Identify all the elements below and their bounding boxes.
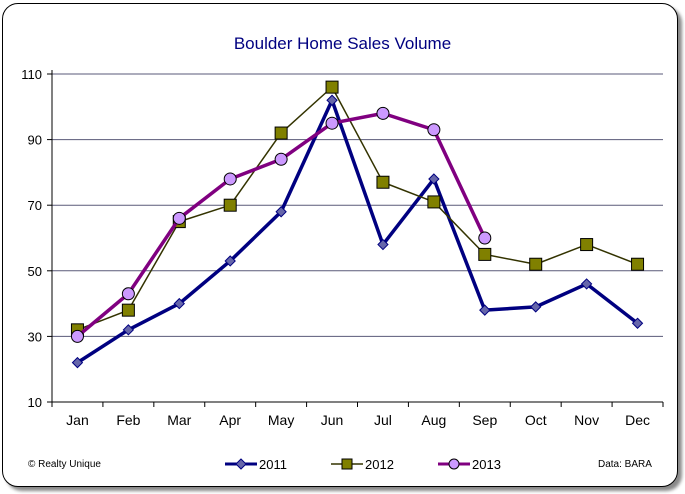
legend-label-2012: 2012 <box>365 456 394 472</box>
data-point-2012 <box>427 195 441 209</box>
data-point-2012 <box>631 257 645 271</box>
legend-label-2011: 2011 <box>259 456 287 472</box>
x-tick-label: May <box>268 412 294 428</box>
legend-item-2013: 2013 <box>438 455 501 473</box>
data-point-2013 <box>376 106 390 120</box>
data-point-2013 <box>121 287 135 301</box>
chart-title: Boulder Home Sales Volume <box>233 34 452 53</box>
data-point-2011 <box>122 324 135 336</box>
x-tick-label: Jul <box>374 412 392 428</box>
x-tick-label: Dec <box>625 412 650 428</box>
legend-item-2012: 2012 <box>331 455 394 473</box>
legend-item-2011: 2011 <box>225 455 287 473</box>
data-point-2011 <box>377 238 389 251</box>
data-point-2012 <box>376 175 390 189</box>
data-point-2012 <box>478 247 492 261</box>
y-tick-label: 90 <box>28 133 42 148</box>
data-point-2013 <box>478 231 492 245</box>
series-layer <box>70 80 645 369</box>
data-point-2013 <box>325 116 339 130</box>
y-tick-label: 10 <box>28 395 42 410</box>
data-point-2013 <box>172 211 186 225</box>
x-tick-label: Sep <box>472 412 497 428</box>
data-point-2011 <box>224 255 236 267</box>
x-tick-label: Feb <box>116 412 140 428</box>
data-point-2012 <box>223 198 237 212</box>
data-source-credit: Data: BARA <box>598 459 652 470</box>
y-tick-label: 30 <box>28 329 42 344</box>
legend-marker-square-icon <box>331 458 363 470</box>
legend-marker-diamond-icon <box>225 458 257 470</box>
grid-layer <box>52 73 663 337</box>
data-point-2012 <box>529 257 543 271</box>
data-point-2011 <box>428 173 440 185</box>
x-tick-label: Nov <box>574 412 599 428</box>
data-point-2011 <box>479 304 491 316</box>
x-tick-label: Oct <box>525 412 547 428</box>
y-tick-label: 110 <box>21 67 42 82</box>
y-tick-label: 50 <box>28 264 42 279</box>
x-tick-label: Apr <box>219 412 241 428</box>
data-point-2011 <box>530 301 542 313</box>
copyright-credit: © Realty Unique <box>28 459 101 470</box>
series-line-2013 <box>76 111 487 338</box>
data-point-2013 <box>70 329 84 343</box>
data-point-2011 <box>631 317 644 329</box>
x-tick-label: Jan <box>66 412 89 428</box>
data-point-2011 <box>580 278 593 290</box>
data-point-2012 <box>121 303 135 317</box>
data-point-2012 <box>325 80 339 94</box>
series-line-2012 <box>77 86 638 331</box>
x-tick-label: Mar <box>167 412 191 428</box>
data-point-2012 <box>274 126 288 140</box>
series-line-2011 <box>76 98 639 365</box>
data-point-2013 <box>427 123 441 137</box>
data-point-2013 <box>274 152 288 166</box>
data-point-2012 <box>580 238 594 252</box>
data-point-2013 <box>223 172 237 186</box>
legend-label-2013: 2013 <box>472 456 501 472</box>
y-tick-label: 70 <box>28 198 42 213</box>
chart-frame <box>2 3 678 487</box>
data-point-2011 <box>173 297 185 310</box>
data-point-2011 <box>326 94 338 106</box>
data-point-2011 <box>275 206 287 218</box>
x-tick-label: Aug <box>421 412 446 428</box>
axis-layer: 10 30 50 70 90 110 Jan Feb Mar Apr May Jun Jul Aug Sep… <box>21 67 664 428</box>
data-point-2011 <box>71 356 84 369</box>
legend-marker-circle-icon <box>438 458 470 470</box>
x-tick-label: Jun <box>321 412 344 428</box>
